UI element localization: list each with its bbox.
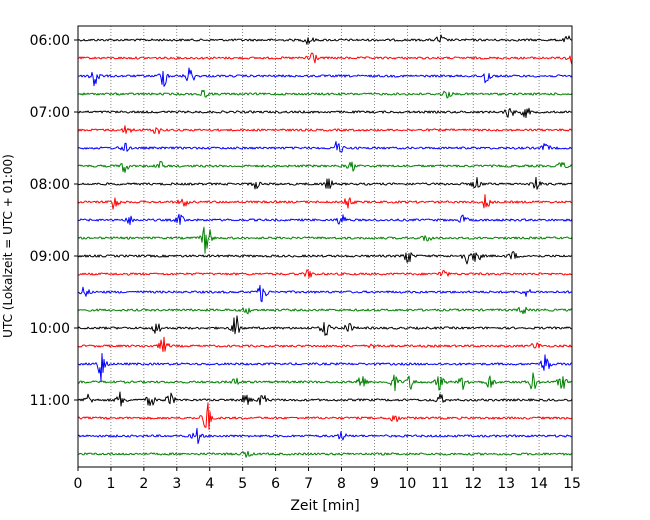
- x-tick-label-13: 13: [497, 476, 515, 492]
- trace-row-1015: [77, 336, 573, 352]
- x-tick-label-1: 1: [106, 476, 115, 492]
- trace-row-0930: [77, 284, 573, 303]
- trace-row-0800: [77, 176, 573, 190]
- trace-row-0745: [77, 161, 573, 173]
- x-ticks: 0 1 2 3 4 5 6 7 8 9 10 11 12 13 14 15: [74, 467, 581, 492]
- trace-row-0945: [77, 306, 573, 315]
- x-tick-label-11: 11: [431, 476, 449, 492]
- trace-row-1045: [77, 372, 573, 392]
- plot-frame: [77, 25, 573, 468]
- trace-row-0715: [77, 125, 573, 135]
- trace-row-0700: [77, 107, 573, 119]
- x-tick-label-12: 12: [464, 476, 482, 492]
- trace-row-0900: [77, 251, 573, 265]
- trace-row-1145: [77, 450, 573, 458]
- trace-row-0830: [77, 213, 573, 226]
- trace-row-1130: [77, 427, 573, 445]
- x-tick-label-6: 6: [271, 476, 280, 492]
- trace-row-0730: [77, 141, 572, 153]
- x-tick-label-2: 2: [139, 476, 148, 492]
- x-tick-label-5: 5: [238, 476, 247, 492]
- y-axis-label: UTC (Lokalzeit = UTC + 01:00): [1, 154, 15, 338]
- y-tick-label-2: 08:00: [30, 177, 70, 193]
- trace-row-1000: [77, 315, 573, 336]
- trace-row-0630: [77, 67, 573, 87]
- trace-row-0845: [77, 226, 573, 254]
- x-tick-label-10: 10: [398, 476, 416, 492]
- x-tick-label-7: 7: [304, 476, 313, 492]
- x-tick-label-4: 4: [205, 476, 214, 492]
- trace-row-1100: [77, 391, 573, 407]
- x-tick-label-15: 15: [563, 476, 581, 492]
- traces: [77, 34, 573, 458]
- trace-row-0615: [77, 52, 573, 65]
- x-tick-label-3: 3: [172, 476, 181, 492]
- x-tick-label-14: 14: [530, 476, 548, 492]
- trace-row-0600: [77, 34, 573, 45]
- trace-row-1115: [77, 402, 573, 430]
- y-tick-label-1: 07:00: [30, 105, 70, 121]
- trace-row-0645: [77, 89, 573, 99]
- y-tick-label-4: 10:00: [30, 321, 70, 337]
- y-tick-label-5: 11:00: [30, 393, 70, 409]
- y-tick-label-3: 09:00: [30, 249, 70, 265]
- x-tick-label-8: 8: [337, 476, 346, 492]
- y-ticks: 06:00 07:00 08:00 09:00 10:00 11:00: [30, 33, 78, 409]
- trace-row-1030: [77, 353, 573, 382]
- grid-lines: [110, 26, 540, 467]
- y-tick-label-0: 06:00: [30, 33, 70, 49]
- x-tick-label-9: 9: [370, 476, 379, 492]
- trace-row-0915: [77, 269, 573, 279]
- x-tick-label-0: 0: [74, 476, 83, 492]
- trace-row-0815: [77, 194, 572, 210]
- x-axis-label: Zeit [min]: [290, 498, 359, 514]
